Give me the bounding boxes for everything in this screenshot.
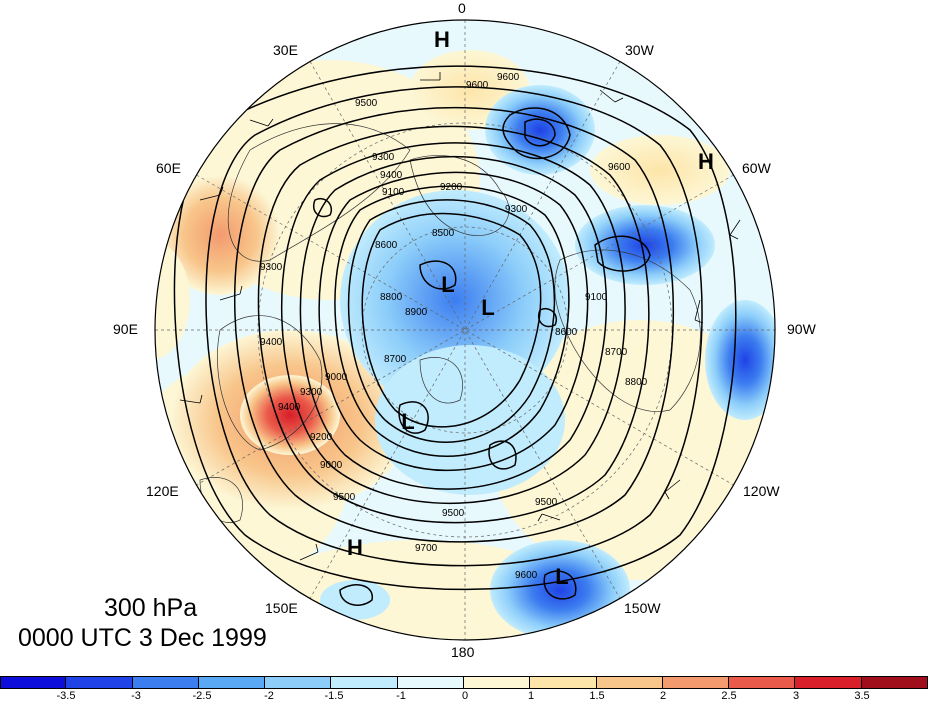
contour-label: 9100 — [382, 187, 405, 198]
colorbar-tick: 3 — [792, 690, 800, 702]
low-pressure-marker: L — [555, 564, 569, 589]
contour-label: 8700 — [384, 354, 407, 365]
height-contours — [173, 65, 737, 606]
lon-label-180: 180 — [451, 644, 475, 660]
contour-label: 9500 — [442, 508, 465, 519]
lon-label-60e: 60E — [156, 160, 181, 176]
contour-label: 9400 — [260, 337, 283, 348]
colorbar-tick: -1.5 — [324, 690, 344, 702]
contour-label: 9600 — [466, 80, 489, 91]
contour-label: 9000 — [320, 460, 343, 471]
lon-label-30e: 30E — [273, 42, 298, 58]
colorbar — [0, 676, 928, 689]
polar-map: 9600 9600 9500 9400 9300 9300 9200 9100 … — [154, 19, 776, 641]
colorbar-swatch — [0, 676, 67, 689]
colorbar-swatch — [66, 676, 133, 689]
contour-label: 9400 — [380, 170, 403, 181]
colorbar-tick: 2 — [659, 690, 667, 702]
contour-label: 9500 — [355, 98, 378, 109]
low-pressure-marker: L — [441, 272, 455, 297]
colorbar-swatch — [530, 676, 597, 689]
lon-label-30w: 30W — [625, 42, 654, 58]
high-pressure-marker: H — [347, 535, 363, 560]
colorbar-tick: 1.5 — [589, 690, 605, 702]
colorbar-swatch — [795, 676, 862, 689]
lon-label-150w: 150W — [624, 600, 661, 616]
contour-label: 9200 — [310, 432, 333, 443]
colorbar-outline — [0, 676, 928, 689]
contour-label: 9400 — [278, 402, 301, 413]
colorbar-tick: -1 — [396, 690, 406, 702]
contour-label: 9200 — [440, 182, 463, 193]
contour-label: 9700 — [415, 543, 438, 554]
contour-label: 8600 — [555, 327, 578, 338]
contour-label: 8900 — [405, 307, 428, 318]
contour-label: 9300 — [505, 204, 528, 215]
graticule — [155, 20, 775, 640]
colorbar-swatch — [397, 676, 464, 689]
lon-label-90e: 90E — [113, 321, 138, 337]
colorbar-tick: -3.5 — [56, 690, 76, 702]
colorbar-tick: -2 — [264, 690, 274, 702]
high-pressure-marker: H — [434, 27, 450, 52]
contour-label: 8600 — [375, 240, 398, 251]
high-pressure-marker: H — [698, 149, 714, 174]
colorbar-tick: -3 — [131, 690, 141, 702]
contour-label: 8800 — [380, 292, 403, 303]
coastlines — [199, 123, 701, 523]
lon-label-0: 0 — [458, 0, 466, 16]
low-pressure-marker: L — [481, 295, 495, 320]
colorbar-swatch — [662, 676, 730, 689]
contour-label: 9300 — [372, 152, 395, 163]
contour-label: 9000 — [325, 372, 348, 383]
colorbar-swatch — [265, 676, 332, 689]
colorbar-swatch — [331, 676, 398, 689]
colorbar-tick: 3.5 — [854, 690, 870, 702]
contour-label: 8500 — [432, 228, 455, 239]
contour-label: 9500 — [333, 492, 356, 503]
map-border — [154, 19, 776, 641]
contour-label: 8700 — [605, 347, 628, 358]
lon-label-120w: 120W — [743, 483, 780, 499]
contour-label: 9300 — [260, 262, 283, 273]
contour-label: 9100 — [585, 292, 608, 303]
contour-label: 9500 — [535, 497, 558, 508]
valid-time-title: 0000 UTC 3 Dec 1999 — [18, 624, 267, 652]
colorbar-swatch — [132, 676, 199, 689]
contour-label: 9600 — [497, 72, 520, 83]
colorbar-tick: -2.5 — [192, 690, 212, 702]
lon-label-150e: 150E — [265, 600, 298, 616]
colorbar-tick: 2.5 — [721, 690, 737, 702]
colorbar-swatch — [729, 676, 796, 689]
contour-label-layer: 9600 9600 9500 9400 9300 9300 9200 9100 … — [260, 72, 648, 581]
colorbar-swatch — [596, 676, 663, 689]
colorbar-swatch — [463, 676, 531, 689]
lon-label-90w: 90W — [787, 321, 816, 337]
low-pressure-marker: L — [401, 409, 415, 434]
contour-label: 9600 — [608, 162, 631, 173]
colorbar-tick: 1 — [527, 690, 535, 702]
colorbar-tick: 0 — [461, 690, 469, 702]
contour-label: 8800 — [625, 377, 648, 388]
contour-label: 9300 — [300, 387, 323, 398]
contour-label: 9600 — [515, 570, 538, 581]
lon-label-60w: 60W — [742, 160, 771, 176]
lon-label-120e: 120E — [146, 483, 179, 499]
pressure-level-title: 300 hPa — [104, 594, 198, 622]
colorbar-swatch — [198, 676, 266, 689]
anomaly-shading — [155, 20, 775, 640]
